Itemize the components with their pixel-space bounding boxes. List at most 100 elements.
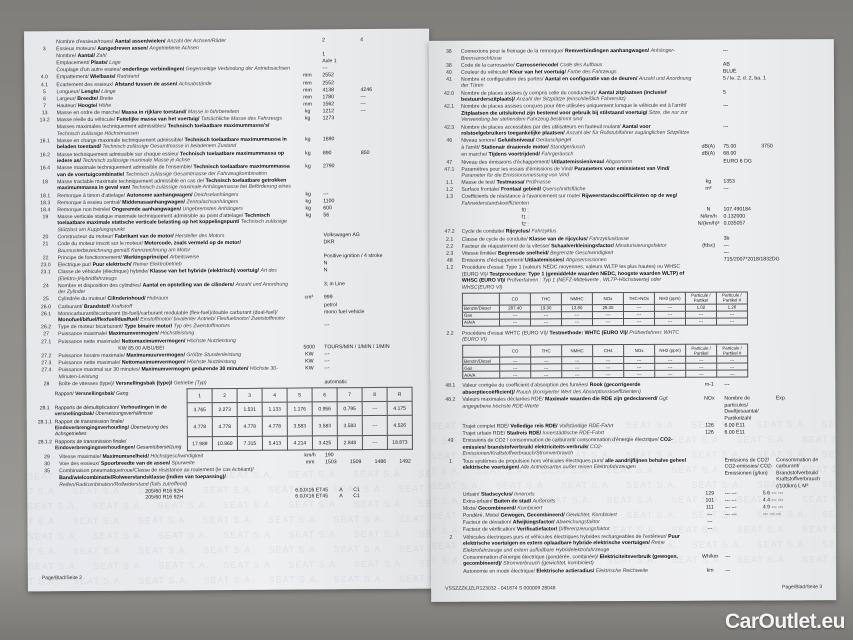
watermark-text: SEAT S.A. [288, 529, 340, 540]
field-label: Puissance maximal sur 30 minutes/ Maximu… [58, 365, 294, 380]
field-value: --- [723, 185, 729, 192]
table-cell: --- [623, 370, 655, 379]
field-label: Rapports de transmission finale/ Eindove… [55, 437, 188, 452]
field-unit: 126 [705, 422, 714, 429]
field-number: 48 [446, 257, 453, 264]
page-footer: Page/Blad/Seite 2 [28, 563, 433, 592]
label-de: Kombiniert [517, 505, 543, 512]
label-fr: Empattement/ [56, 74, 89, 81]
field-number: 22 [42, 255, 49, 262]
field-label: Nombre de places accessibles par des uti… [461, 123, 693, 137]
field-label: Boîte de vitesses (type)/ Versnellingsba… [58, 379, 294, 387]
field-unit: mm [303, 87, 312, 94]
label-nl: Eindoverbrengingsverhoudingen/ [54, 444, 135, 451]
label-de: Farbe des Fahrzeugs [567, 68, 617, 76]
label-nl: Wielbasis/ [90, 74, 116, 81]
label-fr: Connexions pour le freinage de la remorq… [460, 48, 564, 55]
label-fr: Code de la carrosserie/ [460, 62, 515, 69]
watermark-text: SEAT S.A. [27, 501, 79, 512]
field-unit: m² [705, 186, 712, 193]
field-number: 48.2 [445, 396, 456, 403]
field-number: 25 [43, 296, 49, 303]
field-value: automatic [324, 378, 348, 385]
table-cell: --- [499, 318, 531, 326]
label-de: Kraftstoff [111, 303, 133, 310]
table-row: 28.1.1 Rapport de transmission finale/ Ei… [35, 415, 413, 438]
field-unit: KW [305, 351, 314, 358]
field-value: 3750 [761, 143, 773, 150]
label-nl: Ongeremde aanhangwagen/ [111, 206, 182, 213]
label-fr: Type de moteur bicarburant/ [58, 324, 124, 331]
watermark-text: SEAT S.A. [27, 531, 79, 542]
field-label: Rapports de démultiplication/ Verhouding… [55, 403, 188, 418]
label-fr: Classe de véhicule (électrique) hybride/ [57, 268, 149, 276]
table-cell: 4.175 [387, 401, 413, 416]
label-de: Baumusterbezeichnung gemäß Kennzeichnung… [57, 247, 191, 255]
field-unit: mm [303, 101, 312, 108]
label-de: Abgasnorm [605, 158, 633, 165]
label-nl: Rijweerstandscoëfficiënten op de weg/ [581, 193, 678, 200]
label-de: Hubraum [147, 295, 169, 303]
table-cell: A/A/A [462, 318, 500, 327]
watermark-text: SEAT S.A. [222, 499, 275, 511]
field-unit: 126 [705, 429, 714, 436]
label-nl: onderlinge verbindingen/ [122, 66, 185, 74]
table-cell: 18.873 [387, 435, 413, 450]
table-header-cell: NOx [623, 344, 655, 358]
label-de: Anzahl der Achsen/Räder [166, 38, 226, 45]
field-number: 47.1 [444, 166, 455, 173]
field-number: 24 [42, 283, 49, 290]
label-nl: Remverbindingen aanhangwagen/ [564, 47, 650, 55]
watermark-text: SEAT S.A. [72, 545, 125, 557]
field-number: 26.2 [41, 324, 52, 331]
label-de: Technisch zulässige Höchstmassen [56, 130, 139, 137]
label-de: Technisch zulässige Gesamtmasse in belad… [102, 143, 237, 151]
label-nl: Feitelijke massa van het voertuig/ [116, 116, 200, 123]
table-cell: 0.956 [312, 401, 338, 417]
table-cell: --- [530, 371, 562, 379]
label-fr: Largeur/ [56, 95, 76, 102]
table-cell: 3.583 [312, 415, 338, 437]
label-nl: Autonome aanhangwagen/ [126, 191, 193, 199]
label-fr: Nombre et disposition des cylindres/ [57, 282, 142, 289]
label-de: Abgasemissionen [565, 256, 607, 264]
field-row: 42.1 Nombre de places assises conçues pou… [437, 102, 826, 123]
label-nl: Type binaire motor/ [124, 323, 173, 331]
label-nl: Werkingsprincipe/ [123, 254, 169, 261]
gearbox-section: Rapport/ Versnellingsbak/ Gang 1 2 3 4 5 6 7 8 R 2… [35, 387, 424, 453]
label-fr: Nombre/ [56, 53, 77, 60]
table-cell: 5.413 [262, 436, 288, 451]
field-value: 2552 [322, 72, 334, 79]
field-unit: --- [707, 518, 713, 526]
label-fr: à l'arrêt/ [461, 144, 480, 152]
label-de: Minaturisierungsfaktor [615, 242, 667, 249]
watermark-text: SEAT S.A. [268, 544, 320, 555]
field-number: 27 [43, 331, 50, 338]
watermark-text: SEAT S.A. [333, 513, 385, 525]
label-de: Querschnittsfläche [542, 186, 586, 193]
field-value: --- --- [724, 511, 737, 518]
field-row: 42.3 Nombre de places accessibles par des… [437, 123, 826, 138]
field-unit: 111 [705, 504, 714, 511]
label-de: Gesamtübersetzung [136, 444, 182, 451]
field-unit: kg [705, 178, 712, 185]
label-nl: Elektrische actieradius/ [536, 567, 595, 574]
field-unit: NOx [704, 395, 715, 402]
field-number: 49 [447, 438, 454, 445]
label-fr: Surface frontale/ [461, 186, 500, 194]
field-unit: kg [305, 190, 311, 198]
watermark-text: SEAT S.A. [398, 543, 433, 554]
table-cell: 1.133 [262, 402, 288, 417]
field-value: 1212 [322, 108, 335, 115]
table-cell: --- [592, 371, 624, 379]
label-de: Differenzierungsfaktor [558, 526, 610, 533]
label-de: Breite [99, 95, 114, 102]
label-fr: Carburant/ [57, 303, 83, 310]
table-cell: 4.778 [237, 416, 263, 437]
field-value: N [323, 267, 328, 274]
label-fr: Vitesse maximale/ [59, 454, 102, 461]
watermark-text: SEAT S.A. [157, 530, 210, 541]
label-de: Anzahl der für Rollstuhlfahrer zugänglic… [566, 129, 690, 137]
field-value: 5.6 --- --- [762, 490, 784, 497]
field-number: 18.3 [40, 199, 51, 206]
